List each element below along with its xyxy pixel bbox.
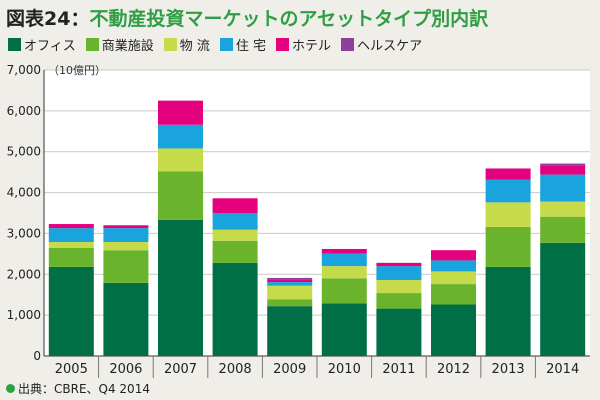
- x-tick-label: 2012: [437, 362, 470, 377]
- x-tick-label: 2009: [273, 362, 306, 377]
- title-text: 不動産投資マーケットのアセットタイプ別内訳: [89, 8, 489, 30]
- bar-segment: [321, 266, 367, 279]
- bar-segment: [321, 253, 367, 267]
- x-tick-label: 2006: [109, 362, 142, 377]
- legend-item: 住 宅: [219, 35, 267, 54]
- bar-segment: [376, 262, 422, 267]
- y-tick-label: 1,000: [7, 308, 41, 322]
- y-tick-label: 5,000: [7, 145, 41, 159]
- bar-segment: [48, 228, 94, 243]
- legend-label: オフィス: [24, 39, 76, 54]
- legend-swatch: [341, 38, 355, 51]
- bar-segment: [158, 148, 203, 172]
- bar-segment: [376, 266, 422, 281]
- bar-segment: [485, 266, 531, 356]
- legend: オフィス 商業施設 物 流 住 宅 ホテル ヘルスケア: [8, 35, 422, 54]
- bar-segment: [158, 171, 203, 220]
- bar-segment: [48, 266, 94, 356]
- bar-segment: [158, 219, 203, 356]
- bar-segment: [431, 304, 476, 356]
- bar-segment: [212, 240, 258, 263]
- bar-segment: [212, 213, 258, 230]
- legend-label: 物 流: [179, 39, 210, 54]
- bar-segment: [540, 216, 586, 243]
- legend-swatch: [276, 38, 290, 51]
- x-tick-label: 2010: [328, 362, 361, 377]
- bar-segment: [267, 306, 313, 356]
- bar-segment: [485, 168, 531, 180]
- bar-segment: [267, 277, 313, 280]
- bar-segment: [158, 124, 203, 149]
- bar-segment: [540, 163, 586, 166]
- legend-item: 物 流: [163, 35, 210, 54]
- bar-segment: [103, 225, 149, 229]
- x-tick-label: 2013: [492, 362, 525, 377]
- unit-label: （10億円）: [48, 64, 106, 77]
- bar-segment: [431, 284, 476, 305]
- figure-number: 図表24: [6, 8, 71, 30]
- bar-segment: [103, 228, 149, 243]
- source-text: 出典：CBRE、Q4 2014: [18, 382, 150, 396]
- bar-segment: [48, 224, 94, 229]
- bar-segment: [158, 100, 203, 125]
- x-tick-label: 2011: [382, 362, 415, 377]
- legend-item: 商業施設: [85, 35, 154, 54]
- bar-segment: [431, 260, 476, 272]
- bar-segment: [103, 250, 149, 283]
- bar-segment: [267, 285, 313, 300]
- bar-segment: [431, 250, 476, 261]
- bar-segment: [48, 247, 94, 267]
- bar-segment: [540, 174, 586, 202]
- legend-label: ヘルスケア: [357, 39, 423, 54]
- bar-segment: [485, 202, 531, 227]
- x-tick-label: 2008: [219, 362, 252, 377]
- legend-swatch: [8, 38, 21, 51]
- x-tick-label: 2007: [164, 362, 197, 377]
- legend-item: オフィス: [8, 35, 76, 54]
- bar-segment: [376, 308, 422, 356]
- legend-item: ヘルスケア: [341, 35, 422, 54]
- legend-label: ホテル: [292, 39, 332, 54]
- bar-segment: [376, 280, 422, 294]
- bar-segment: [540, 242, 586, 356]
- title-separator: ：: [70, 8, 90, 30]
- bar-segment: [376, 293, 422, 309]
- y-tick-label: 3,000: [7, 226, 41, 240]
- bar-segment: [431, 271, 476, 285]
- bar-segment: [103, 282, 149, 356]
- bar-segment: [321, 278, 367, 304]
- bar-segment: [267, 279, 313, 283]
- bar-segment: [267, 282, 313, 286]
- legend-item: ホテル: [276, 35, 331, 54]
- legend-label: 商業施設: [101, 39, 154, 54]
- y-tick-label: 0: [33, 349, 41, 363]
- bar-segment: [485, 226, 531, 267]
- bar-segment: [321, 248, 367, 254]
- bar-segment: [103, 242, 149, 251]
- source-note: 出典：CBRE、Q4 2014: [6, 380, 150, 397]
- bar-segment: [212, 198, 258, 213]
- bar-segment: [321, 303, 367, 356]
- x-tick-label: 2005: [55, 362, 88, 377]
- bar-segment: [267, 299, 313, 307]
- legend-swatch: [163, 38, 177, 51]
- bar-segment: [540, 201, 586, 217]
- legend-swatch: [85, 38, 99, 51]
- y-tick-label: 6,000: [7, 104, 41, 118]
- bar-segment: [212, 262, 258, 356]
- y-tick-label: 4,000: [7, 186, 41, 200]
- bullet-dot-icon: [6, 384, 15, 393]
- x-tick-label: 2014: [546, 362, 579, 377]
- legend-swatch: [219, 38, 233, 51]
- bar-segment: [485, 179, 531, 203]
- legend-label: 住 宅: [235, 39, 267, 54]
- bar-segment: [48, 242, 94, 248]
- chart-title: 図表24：不動産投資マーケットのアセットタイプ別内訳: [6, 4, 488, 31]
- bar-segment: [212, 229, 258, 241]
- y-tick-label: 2,000: [7, 267, 41, 281]
- bar-segment: [540, 165, 586, 175]
- y-tick-label: 7,000: [7, 63, 41, 77]
